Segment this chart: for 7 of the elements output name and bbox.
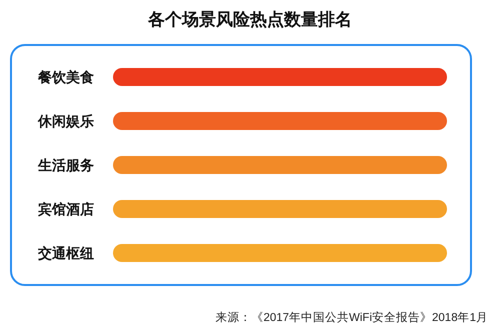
y-tick-label: 生活服务 (37, 157, 94, 173)
chart-title: 各个场景风险热点数量排名 (147, 10, 352, 29)
source-note: 来源：《2017年中国公共WiFi安全报告》2018年1月 (215, 310, 488, 324)
y-tick-label: 休闲娱乐 (37, 113, 94, 129)
y-tick-label: 交通枢纽 (37, 245, 94, 261)
y-tick-label: 宾馆酒店 (37, 201, 94, 217)
y-tick-label: 餐饮美食 (37, 69, 94, 85)
